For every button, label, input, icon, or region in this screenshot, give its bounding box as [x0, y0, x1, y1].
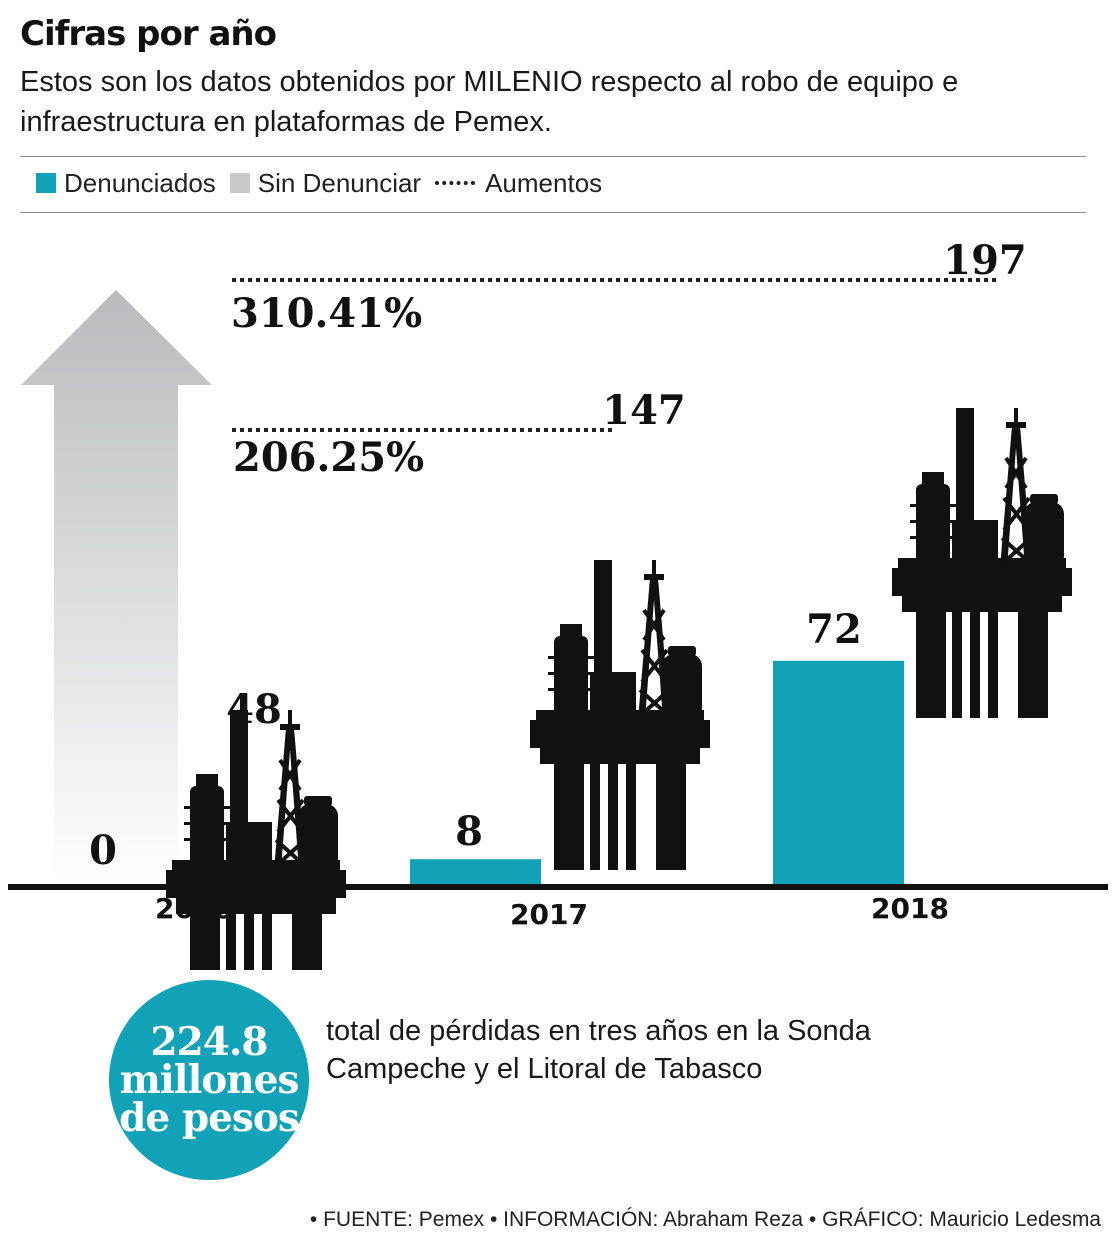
page-subtitle: Estos son los datos obtenidos por MILENI… — [20, 66, 959, 138]
source-credits: • FUENTE: Pemex • INFORMACIÓN: Abraham R… — [309, 1208, 1101, 1231]
x-tick-2018: 2018 — [871, 892, 949, 925]
up-arrow-icon — [21, 290, 212, 885]
total-loss-unit-2: de pesos — [119, 1095, 300, 1141]
total-loss-description: total de pérdidas en tres años en la Son… — [326, 1015, 871, 1085]
platform-bar-2018 — [892, 406, 1072, 718]
legend-label-sin-denunciar: Sin Denunciar — [257, 167, 422, 198]
bar-denunciados-2017 — [410, 859, 541, 884]
legend: Denunciados Sin Denunciar Aumentos — [36, 165, 616, 201]
legend-rule — [20, 212, 1086, 213]
total-loss-amount: 224.8 — [150, 1019, 268, 1065]
x-tick-2017: 2017 — [510, 898, 588, 931]
value-sin-denunciar-2016: 48 — [226, 686, 282, 733]
value-denunciados-2017: 8 — [455, 808, 483, 855]
legend-item-aumentos: Aumentos — [435, 168, 602, 199]
page-title: Cifras por año — [20, 14, 277, 54]
legend-label-denunciados: Denunciados — [64, 167, 216, 198]
legend-swatch-denunciados — [36, 173, 56, 193]
top-rule — [20, 156, 1086, 157]
value-denunciados-2018: 72 — [806, 606, 862, 653]
platform-bar-2017 — [530, 558, 710, 870]
aumento-label-2018: 310.41% — [231, 290, 422, 337]
legend-swatch-sin-denunciar — [229, 173, 250, 193]
bar-denunciados-2018 — [773, 660, 904, 884]
legend-label-aumentos: Aumentos — [485, 167, 603, 198]
chart: 206.25% 310.41% 0 8 72 48 147 197 2016 2… — [8, 237, 1108, 970]
total-loss-badge: 224.8 millones de pesos — [109, 980, 309, 1180]
legend-item-sin-denunciar: Sin Denunciar — [229, 167, 422, 199]
legend-item-denunciados: Denunciados — [36, 168, 216, 199]
platform-bar-2016 — [166, 708, 346, 970]
value-sin-denunciar-2017: 147 — [602, 387, 686, 434]
value-denunciados-2016: 0 — [89, 827, 117, 874]
x-tick-2016: 2016 — [155, 892, 233, 925]
x-axis-baseline — [8, 884, 1108, 890]
total-loss-unit-1: millones — [119, 1057, 300, 1103]
legend-dots-aumentos — [435, 181, 476, 185]
value-sin-denunciar-2018: 197 — [943, 237, 1027, 284]
aumento-label-2017: 206.25% — [233, 434, 424, 481]
